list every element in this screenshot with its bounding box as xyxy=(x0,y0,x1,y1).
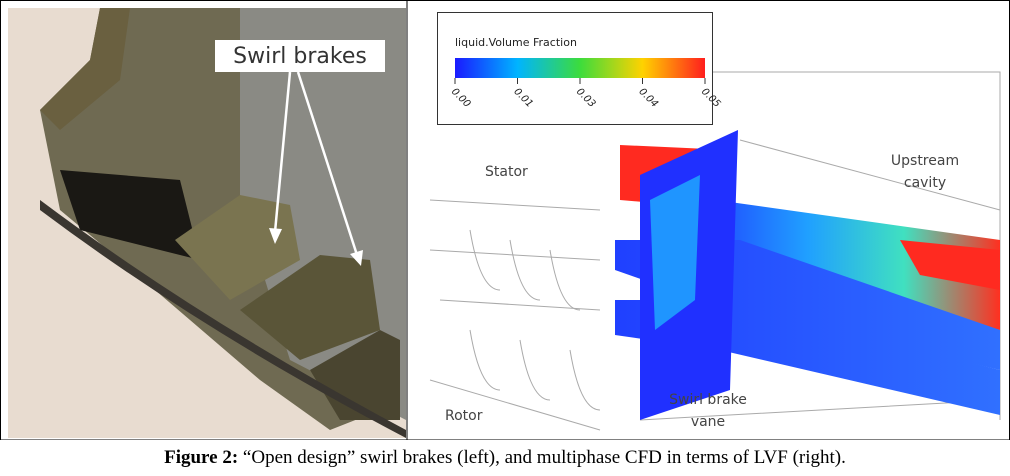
colorbar-gradient xyxy=(455,58,705,78)
photo: Swirl brakes xyxy=(8,8,406,438)
caption-label: Figure 2: xyxy=(164,447,238,468)
figure: Swirl brakes liquid.Volume Fraction 0.00… xyxy=(0,0,1010,476)
caption-text: “Open design” swirl brakes (left), and m… xyxy=(243,447,846,468)
colorbar-title: liquid.Volume Fraction xyxy=(455,36,577,49)
caption: Figure 2: “Open design” swirl brakes (le… xyxy=(0,440,1010,476)
region-label: cavity xyxy=(904,175,946,191)
photo-label: Swirl brakes xyxy=(233,44,367,69)
region-label: vane xyxy=(691,414,725,430)
region-label: Upstream xyxy=(891,153,959,169)
region-label: Swirl brake xyxy=(669,392,747,408)
region-label: Rotor xyxy=(445,408,483,424)
region-label: Stator xyxy=(485,164,528,180)
figure-panels: Swirl brakes liquid.Volume Fraction 0.00… xyxy=(0,0,1010,440)
